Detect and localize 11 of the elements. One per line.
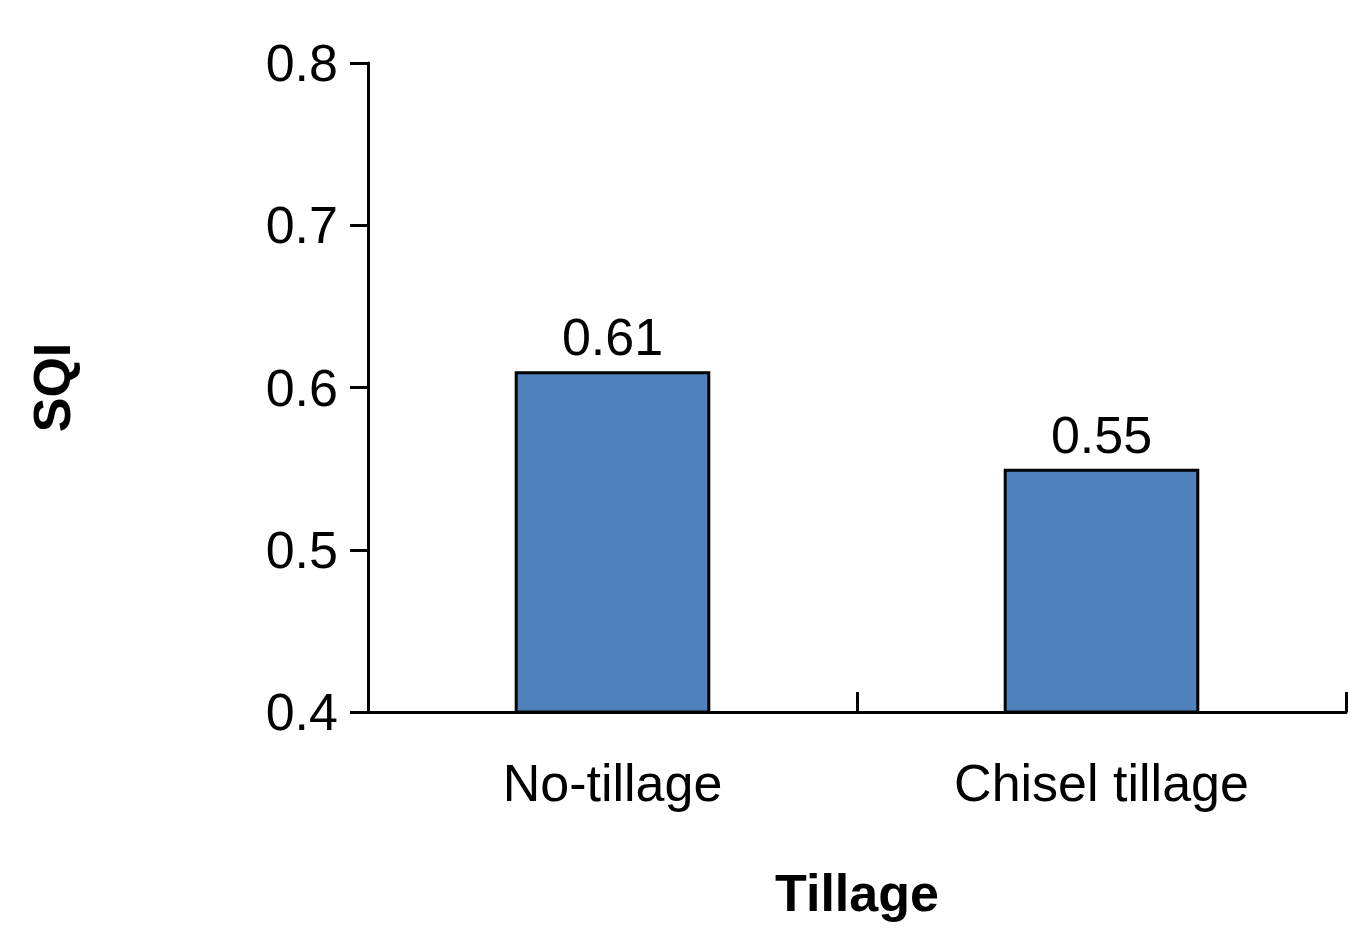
x-tick-label: Chisel tillage [954,754,1249,812]
y-tick-label: 0.8 [265,34,338,92]
data-label: 0.61 [561,308,664,367]
y-tick-label: 0.5 [265,520,338,579]
y-tick-label: 0.7 [265,196,338,255]
y-axis-title: SQI [23,342,81,433]
x-axis-title: Tillage [775,864,939,922]
y-tick-label: 0.4 [265,683,338,741]
x-tick-label: No-tillage [502,754,723,812]
y-tick-label: 0.6 [265,358,338,417]
data-label: 0.55 [1050,405,1153,464]
